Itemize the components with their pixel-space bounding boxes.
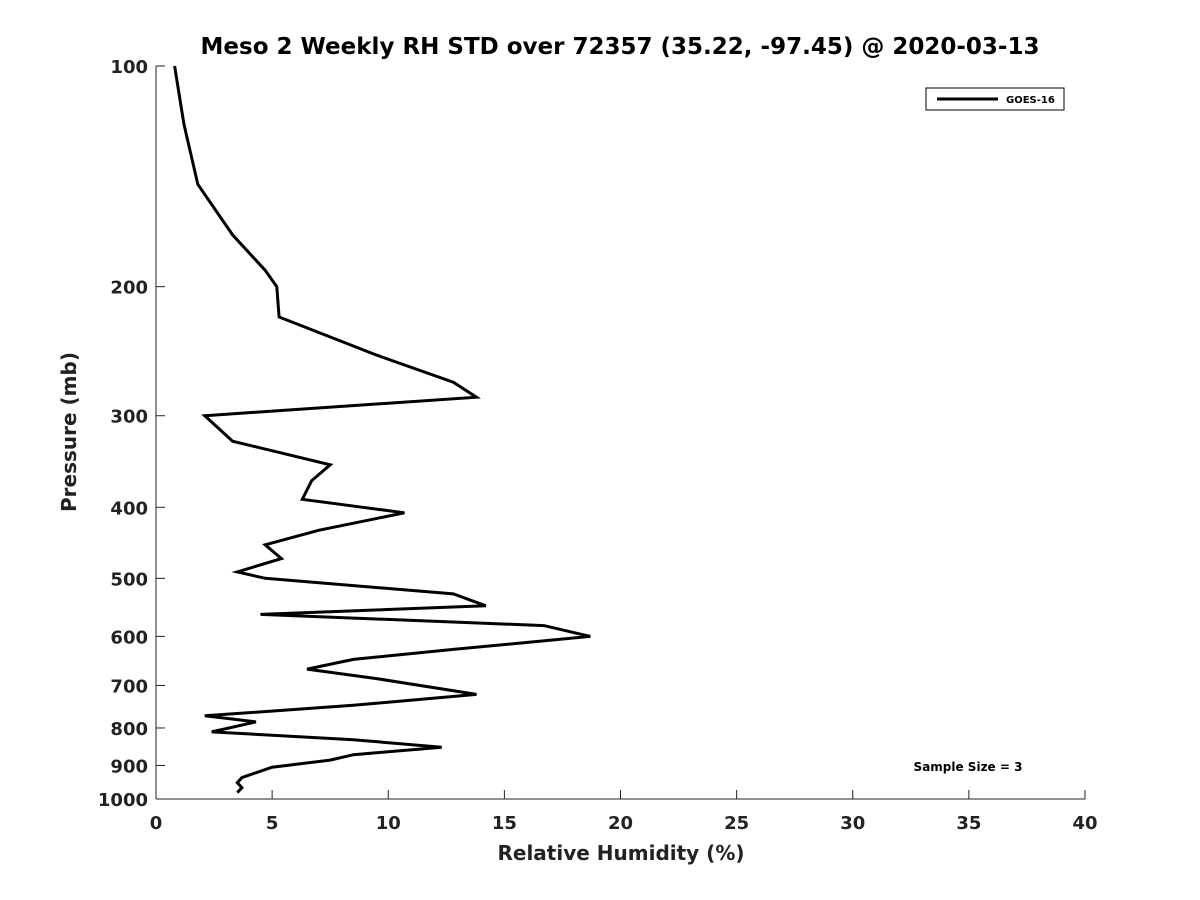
axes bbox=[155, 66, 1085, 800]
series-line-goes-16 bbox=[173, 65, 591, 794]
y-tick-label: 300 bbox=[110, 407, 148, 428]
y-tick-label: 200 bbox=[110, 278, 148, 299]
y-tick-label: 100 bbox=[110, 57, 148, 78]
x-tick-label: 35 bbox=[956, 813, 981, 834]
x-tick-label: 15 bbox=[492, 813, 517, 834]
x-tick-label: 40 bbox=[1072, 813, 1097, 834]
y-tick-label: 600 bbox=[110, 627, 148, 648]
x-tick-label: 5 bbox=[266, 813, 279, 834]
y-tick-label: 400 bbox=[110, 498, 148, 519]
chart-title: Meso 2 Weekly RH STD over 72357 (35.22, … bbox=[201, 34, 1040, 60]
x-axis-ticks: 0 5 10 15 20 25 30 35 40 bbox=[150, 790, 1098, 834]
sample-size-annotation: Sample Size = 3 bbox=[914, 760, 1023, 774]
y-tick-label: 800 bbox=[110, 719, 148, 740]
y-tick-label: 900 bbox=[110, 756, 148, 777]
legend: GOES-16 bbox=[925, 87, 1065, 111]
y-tick-label: 1000 bbox=[98, 790, 148, 811]
x-tick-label: 0 bbox=[150, 813, 163, 834]
legend-label-goes16: GOES-16 bbox=[1006, 95, 1055, 106]
y-axis-ticks: 100 200 300 400 500 600 700 800 900 1000 bbox=[98, 57, 165, 811]
y-tick-label: 500 bbox=[110, 569, 148, 590]
x-tick-label: 20 bbox=[608, 813, 633, 834]
series-group bbox=[173, 65, 591, 794]
x-tick-label: 25 bbox=[724, 813, 749, 834]
x-tick-label: 10 bbox=[376, 813, 401, 834]
y-tick-label: 700 bbox=[110, 676, 148, 697]
y-axis-label: Pressure (mb) bbox=[57, 352, 81, 512]
x-tick-label: 30 bbox=[840, 813, 865, 834]
x-axis-label: Relative Humidity (%) bbox=[497, 841, 744, 865]
